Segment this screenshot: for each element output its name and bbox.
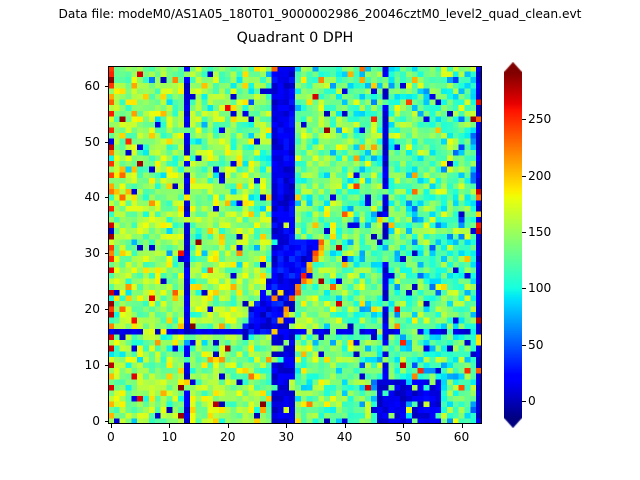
colorbar-tick-label: 200 <box>528 168 552 183</box>
x-tick-label: 20 <box>220 430 236 444</box>
y-tick-label: 10 <box>84 358 100 373</box>
y-tick-label: 30 <box>84 246 100 261</box>
heatmap-axes[interactable] <box>108 66 482 424</box>
colorbar-tick-mark <box>522 175 526 177</box>
colorbar-tick-label: 0 <box>528 394 536 409</box>
colorbar-tick-mark <box>522 344 526 346</box>
colorbar-tick-mark <box>522 288 526 290</box>
colorbar-gradient[interactable] <box>504 62 522 428</box>
colorbar-tick-label: 250 <box>528 112 552 127</box>
y-tick-label: 60 <box>84 78 100 93</box>
x-tick-label: 40 <box>336 430 353 444</box>
y-tick-label: 50 <box>84 134 100 149</box>
y-tick-mark <box>104 197 108 199</box>
page-title: Quadrant 0 DPH <box>236 30 354 46</box>
x-tick-label: 50 <box>395 430 411 444</box>
colorbar-tick-mark <box>522 401 526 403</box>
y-tick-mark <box>104 141 108 143</box>
data-file-suptitle: Data file: modeM0/AS1A05_180T01_90000029… <box>58 7 582 21</box>
y-tick-mark <box>104 365 108 367</box>
y-tick-label: 0 <box>92 414 100 429</box>
x-tick-mark <box>344 424 346 428</box>
x-tick-label: 10 <box>161 430 178 444</box>
x-tick-mark <box>403 424 405 428</box>
colorbar-tick-mark <box>522 232 526 234</box>
y-tick-mark <box>104 309 108 311</box>
x-tick-mark <box>227 424 229 428</box>
x-tick-label: 60 <box>453 430 470 444</box>
y-tick-mark <box>104 421 108 423</box>
x-tick-mark <box>110 424 112 428</box>
y-tick-label: 40 <box>84 190 100 205</box>
x-tick-mark <box>461 424 463 428</box>
colorbar[interactable] <box>504 62 522 428</box>
colorbar-tick-label: 150 <box>528 225 552 240</box>
y-tick-mark <box>104 253 108 255</box>
colorbar-tick-label: 50 <box>528 337 544 352</box>
colorbar-tick-label: 100 <box>528 281 552 296</box>
y-tick-label: 20 <box>84 302 100 317</box>
x-tick-mark <box>286 424 288 428</box>
x-tick-mark <box>169 424 171 428</box>
x-tick-label: 0 <box>107 430 115 444</box>
colorbar-tick-mark <box>522 119 526 121</box>
y-tick-mark <box>104 85 108 87</box>
detector-heatmap-image[interactable] <box>108 66 482 424</box>
x-tick-label: 30 <box>278 430 294 444</box>
